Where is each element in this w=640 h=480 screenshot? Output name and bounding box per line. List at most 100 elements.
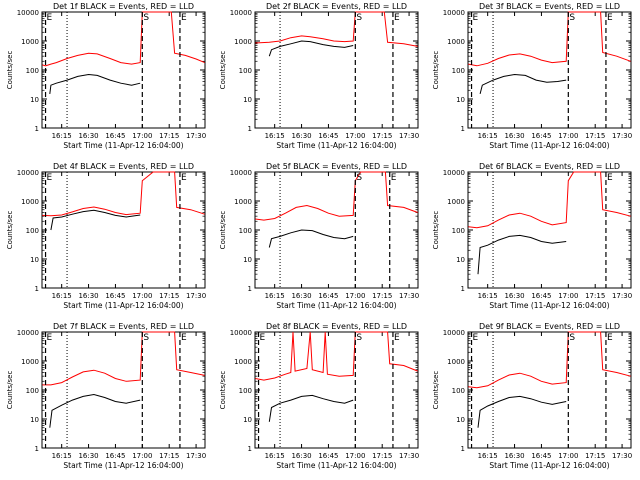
y-tick-label: 10000 (17, 329, 39, 337)
x-tick-label: 17:30 (399, 292, 419, 300)
x-tick-label: 16:45 (105, 292, 125, 300)
y-tick-label: 10000 (443, 329, 465, 337)
events-series-line (50, 209, 141, 231)
event-marker-label: E (47, 13, 53, 23)
plot-frame (254, 11, 419, 129)
chart-panel-8: Det 8f BLACK = Events, RED = LLD 1 10 100 10… (219, 322, 419, 470)
x-tick-label: 17:15 (159, 292, 179, 300)
y-tick-label: 1000 (234, 38, 252, 46)
x-tick-label: 17:15 (372, 132, 392, 140)
chart-panel-1: Det 1f BLACK = Events, RED = LLD 1 10 100 10… (6, 2, 206, 150)
x-axis-label: Start Time (11-Apr-12 16:04:00) (489, 301, 609, 310)
x-tick-label: 16:45 (105, 132, 125, 140)
x-tick-label: 16:30 (504, 452, 524, 460)
chart-panel-2: Det 2f BLACK = Events, RED = LLD 1 10 100 10… (219, 2, 419, 150)
event-marker-label: E (47, 333, 53, 343)
chart-panel-3: Det 3f BLACK = Events, RED = LLD 1 10 100 10… (432, 2, 632, 150)
x-tick-label: 17:00 (132, 292, 152, 300)
lld-series-line (468, 331, 631, 389)
x-tick-label: 17:30 (186, 292, 206, 300)
x-tick-label: 16:30 (78, 292, 98, 300)
event-marker-label: E (607, 173, 613, 183)
events-series-line (49, 393, 141, 428)
y-tick-label: 1 (461, 125, 465, 133)
event-marker-label: S (356, 333, 362, 343)
y-tick-label: 1 (461, 285, 465, 293)
y-tick-label: 100 (26, 67, 39, 75)
x-tick-label: 16:45 (318, 132, 338, 140)
y-axis-label: Counts/sec (219, 371, 227, 410)
x-tick-label: 16:15 (265, 452, 285, 460)
x-axis-label: Start Time (11-Apr-12 16:04:00) (63, 461, 183, 470)
x-tick-label: 16:15 (265, 132, 285, 140)
y-tick-label: 10000 (230, 169, 252, 177)
x-tick-label: 17:30 (399, 132, 419, 140)
panel-title: Det 6f BLACK = Events, RED = LLD (479, 162, 620, 171)
x-axis-label: Start Time (11-Apr-12 16:04:00) (489, 141, 609, 150)
y-tick-label: 100 (239, 227, 252, 235)
chart-panel-9: Det 9f BLACK = Events, RED = LLD 1 10 100 10… (432, 322, 632, 470)
event-marker-label: E (181, 173, 187, 183)
y-tick-label: 1 (248, 445, 252, 453)
y-tick-label: 10000 (230, 329, 252, 337)
x-tick-label: 16:15 (478, 132, 498, 140)
event-marker-label: E (394, 333, 400, 343)
event-marker-label: S (569, 13, 575, 23)
y-tick-label: 100 (452, 67, 465, 75)
y-tick-label: 1000 (21, 198, 39, 206)
event-marker-label: E (391, 173, 397, 183)
x-tick-label: 16:15 (52, 292, 72, 300)
y-axis-label: Counts/sec (432, 51, 440, 90)
events-series-line (479, 73, 567, 95)
y-tick-label: 100 (452, 227, 465, 235)
chart-panel-6: Det 6f BLACK = Events, RED = LLD 1 10 100 10… (432, 162, 632, 310)
y-tick-label: 1000 (234, 198, 252, 206)
y-tick-label: 1000 (21, 38, 39, 46)
y-tick-label: 10000 (443, 169, 465, 177)
x-tick-label: 16:15 (478, 292, 498, 300)
x-tick-label: 17:00 (132, 452, 152, 460)
panel-title: Det 5f BLACK = Events, RED = LLD (266, 162, 407, 171)
x-tick-label: 16:30 (291, 292, 311, 300)
y-axis-label: Counts/sec (432, 211, 440, 250)
x-tick-label: 16:45 (531, 132, 551, 140)
x-tick-label: 16:30 (504, 132, 524, 140)
x-tick-label: 16:30 (291, 132, 311, 140)
x-tick-label: 17:00 (558, 452, 578, 460)
y-tick-label: 10000 (17, 9, 39, 17)
x-tick-label: 16:30 (504, 292, 524, 300)
x-axis-label: Start Time (11-Apr-12 16:04:00) (63, 141, 183, 150)
plot-frame (41, 11, 206, 129)
event-marker-label: E (607, 333, 613, 343)
y-tick-label: 10 (243, 416, 252, 424)
x-tick-label: 17:15 (159, 452, 179, 460)
panel-title: Det 1f BLACK = Events, RED = LLD (53, 2, 194, 11)
y-tick-label: 1 (248, 285, 252, 293)
x-tick-label: 17:00 (345, 452, 365, 460)
x-tick-label: 17:15 (585, 452, 605, 460)
y-axis-label: Counts/sec (219, 211, 227, 250)
y-tick-label: 10000 (17, 169, 39, 177)
event-marker-label: E (181, 333, 187, 343)
x-tick-label: 17:15 (159, 132, 179, 140)
plot-frame (41, 171, 206, 289)
panel-title: Det 8f BLACK = Events, RED = LLD (266, 322, 407, 331)
y-tick-label: 1 (35, 445, 39, 453)
y-tick-label: 100 (26, 227, 39, 235)
event-marker-label: S (356, 13, 362, 23)
plot-frame (254, 171, 419, 289)
y-tick-label: 1000 (447, 358, 465, 366)
x-tick-label: 16:15 (52, 452, 72, 460)
y-tick-label: 1 (35, 125, 39, 133)
y-tick-label: 1 (461, 445, 465, 453)
lld-series-line (255, 331, 418, 381)
events-series-line (268, 229, 354, 248)
panel-title: Det 2f BLACK = Events, RED = LLD (266, 2, 407, 11)
y-tick-label: 100 (239, 67, 252, 75)
x-tick-label: 17:00 (345, 132, 365, 140)
x-axis-label: Start Time (11-Apr-12 16:04:00) (276, 461, 396, 470)
x-tick-label: 16:30 (78, 452, 98, 460)
y-tick-label: 10 (243, 256, 252, 264)
y-tick-label: 10 (456, 96, 465, 104)
